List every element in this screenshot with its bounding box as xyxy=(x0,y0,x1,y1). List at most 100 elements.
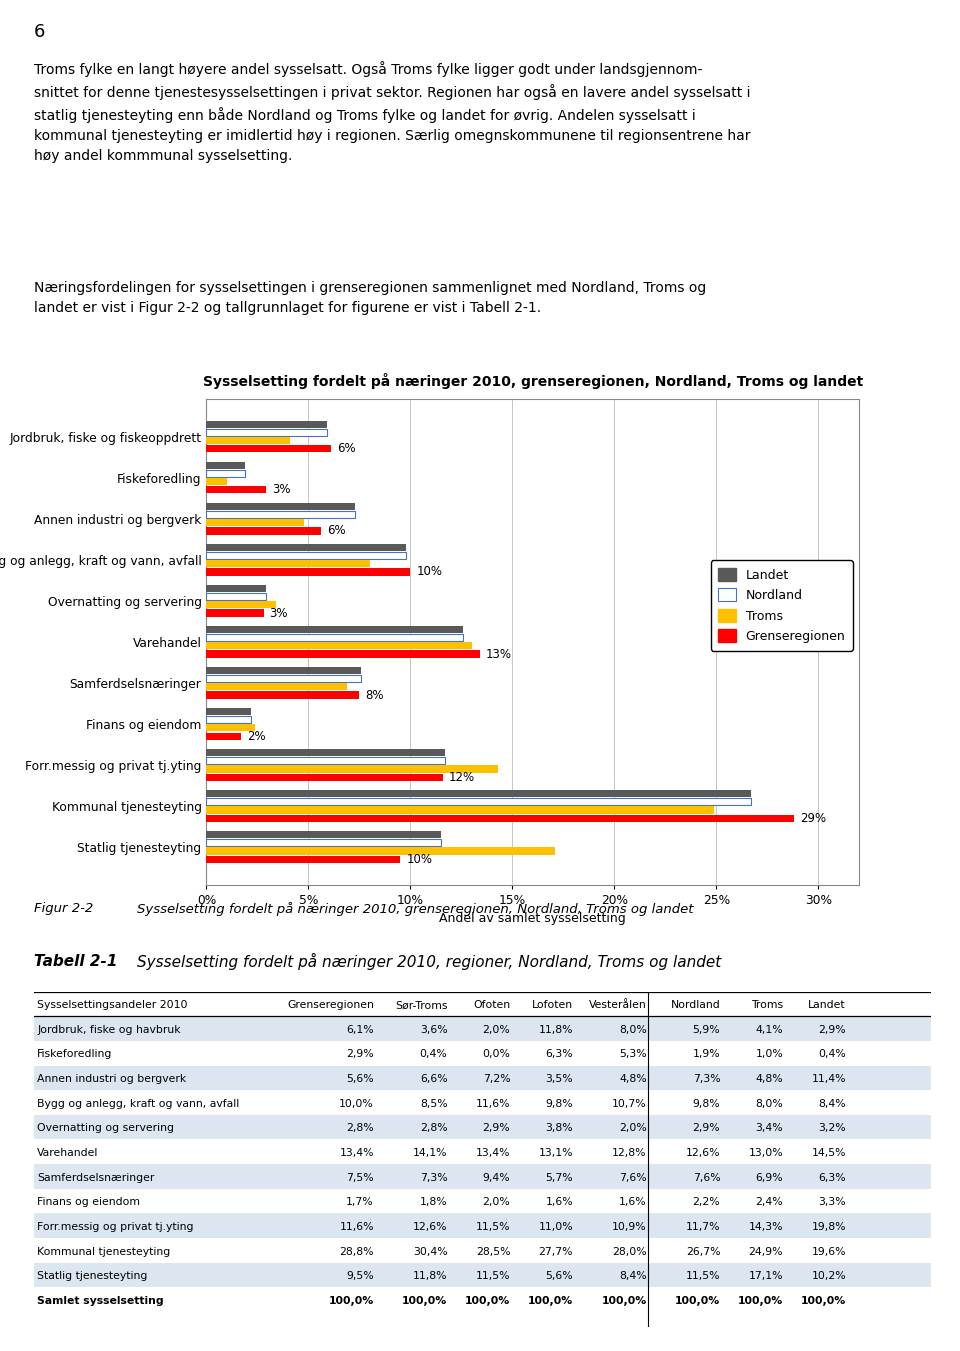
Text: Ofoten: Ofoten xyxy=(473,1000,510,1011)
Text: Vesterålen: Vesterålen xyxy=(588,1000,647,1011)
Text: 6,1%: 6,1% xyxy=(347,1025,373,1035)
Bar xyxy=(206,511,355,519)
Text: 2,0%: 2,0% xyxy=(483,1197,510,1208)
Text: 7,3%: 7,3% xyxy=(692,1074,720,1084)
Text: 11,7%: 11,7% xyxy=(685,1221,720,1232)
Text: 2,0%: 2,0% xyxy=(483,1025,510,1035)
Bar xyxy=(206,527,321,535)
Text: 7,6%: 7,6% xyxy=(692,1173,720,1182)
Text: 12,6%: 12,6% xyxy=(413,1221,447,1232)
Text: 28,8%: 28,8% xyxy=(339,1247,373,1256)
Bar xyxy=(206,847,555,855)
Bar xyxy=(206,553,406,559)
Text: Lofoten: Lofoten xyxy=(532,1000,573,1011)
Text: 14,1%: 14,1% xyxy=(413,1148,447,1158)
Text: 28,5%: 28,5% xyxy=(476,1247,510,1256)
Bar xyxy=(206,831,441,838)
Bar xyxy=(206,667,362,674)
Text: 1,7%: 1,7% xyxy=(347,1197,373,1208)
Text: 3%: 3% xyxy=(270,607,288,620)
Bar xyxy=(206,626,464,634)
Text: 100,0%: 100,0% xyxy=(328,1296,373,1306)
Text: 4,1%: 4,1% xyxy=(756,1025,783,1035)
FancyBboxPatch shape xyxy=(34,1238,931,1263)
Text: 0,4%: 0,4% xyxy=(818,1050,846,1059)
Text: 2,0%: 2,0% xyxy=(619,1124,647,1133)
Text: 3,3%: 3,3% xyxy=(818,1197,846,1208)
Text: Varehandel: Varehandel xyxy=(37,1148,99,1158)
Text: Sysselsetting fordelt på næringer 2010, grenseregionen, Nordland, Troms og lande: Sysselsetting fordelt på næringer 2010, … xyxy=(137,901,693,916)
Text: 26,7%: 26,7% xyxy=(685,1247,720,1256)
Text: Sør-Troms: Sør-Troms xyxy=(395,1000,447,1011)
Bar xyxy=(206,839,441,846)
Text: 5,9%: 5,9% xyxy=(692,1025,720,1035)
FancyBboxPatch shape xyxy=(34,1263,931,1288)
Text: 2,9%: 2,9% xyxy=(692,1124,720,1133)
Text: Jordbruk, fiske og havbruk: Jordbruk, fiske og havbruk xyxy=(37,1025,180,1035)
Text: 10,0%: 10,0% xyxy=(339,1098,373,1109)
Text: 8,5%: 8,5% xyxy=(420,1098,447,1109)
Bar xyxy=(206,446,331,453)
Text: 29%: 29% xyxy=(800,812,827,824)
Bar xyxy=(206,790,751,797)
Text: 27,7%: 27,7% xyxy=(539,1247,573,1256)
Bar xyxy=(206,593,266,600)
Bar xyxy=(206,519,304,527)
Text: Finans og eiendom: Finans og eiendom xyxy=(37,1197,140,1208)
Bar xyxy=(206,676,362,682)
Bar xyxy=(206,855,400,863)
Title: Sysselsetting fordelt på næringer 2010, grenseregionen, Nordland, Troms og lande: Sysselsetting fordelt på næringer 2010, … xyxy=(203,373,863,389)
Text: 10%: 10% xyxy=(417,566,443,578)
Text: 1,8%: 1,8% xyxy=(420,1197,447,1208)
Text: 3%: 3% xyxy=(272,484,290,496)
Text: 7,3%: 7,3% xyxy=(420,1173,447,1182)
Text: 6,9%: 6,9% xyxy=(756,1173,783,1182)
Bar xyxy=(206,650,480,658)
Text: 100,0%: 100,0% xyxy=(528,1296,573,1306)
Text: 14,3%: 14,3% xyxy=(749,1221,783,1232)
Bar xyxy=(206,561,370,567)
Text: 17,1%: 17,1% xyxy=(749,1271,783,1281)
FancyBboxPatch shape xyxy=(34,1115,931,1139)
Bar xyxy=(206,708,252,715)
Text: 4,8%: 4,8% xyxy=(619,1074,647,1084)
Text: 7,6%: 7,6% xyxy=(619,1173,647,1182)
Text: 10,7%: 10,7% xyxy=(612,1098,647,1109)
Bar xyxy=(206,798,751,805)
Text: 11,0%: 11,0% xyxy=(539,1221,573,1232)
Text: 2,8%: 2,8% xyxy=(420,1124,447,1133)
Text: Troms: Troms xyxy=(751,1000,783,1011)
Text: 6,6%: 6,6% xyxy=(420,1074,447,1084)
Text: 6%: 6% xyxy=(337,442,355,455)
Text: 0,0%: 0,0% xyxy=(482,1050,510,1059)
Text: 28,0%: 28,0% xyxy=(612,1247,647,1256)
Text: 13,4%: 13,4% xyxy=(476,1148,510,1158)
Text: 2,4%: 2,4% xyxy=(756,1197,783,1208)
Text: 3,6%: 3,6% xyxy=(420,1025,447,1035)
Text: 0,4%: 0,4% xyxy=(420,1050,447,1059)
Text: 3,4%: 3,4% xyxy=(756,1124,783,1133)
Bar xyxy=(206,601,276,608)
FancyBboxPatch shape xyxy=(34,1288,931,1312)
Bar xyxy=(206,692,359,698)
Text: 1,0%: 1,0% xyxy=(756,1050,783,1059)
Text: Tabell 2-1: Tabell 2-1 xyxy=(34,954,117,969)
X-axis label: Andel av samlet sysselsetting: Andel av samlet sysselsetting xyxy=(440,912,626,925)
Text: Nordland: Nordland xyxy=(670,1000,720,1011)
Bar xyxy=(206,815,794,821)
Text: 2%: 2% xyxy=(248,730,266,743)
Text: 7,5%: 7,5% xyxy=(347,1173,373,1182)
Text: 10,2%: 10,2% xyxy=(811,1271,846,1281)
Bar xyxy=(206,569,411,576)
Text: 8,0%: 8,0% xyxy=(619,1025,647,1035)
Text: Overnatting og servering: Overnatting og servering xyxy=(37,1124,174,1133)
Text: 8%: 8% xyxy=(366,689,384,701)
Bar xyxy=(206,503,355,509)
FancyBboxPatch shape xyxy=(34,1040,931,1066)
FancyBboxPatch shape xyxy=(34,1090,931,1115)
Bar xyxy=(206,543,406,551)
Text: Troms fylke en langt høyere andel sysselsatt. Også Troms fylke ligger godt under: Troms fylke en langt høyere andel syssel… xyxy=(34,61,750,163)
Text: 11,6%: 11,6% xyxy=(339,1221,373,1232)
Bar xyxy=(206,420,326,428)
Text: 3,8%: 3,8% xyxy=(545,1124,573,1133)
